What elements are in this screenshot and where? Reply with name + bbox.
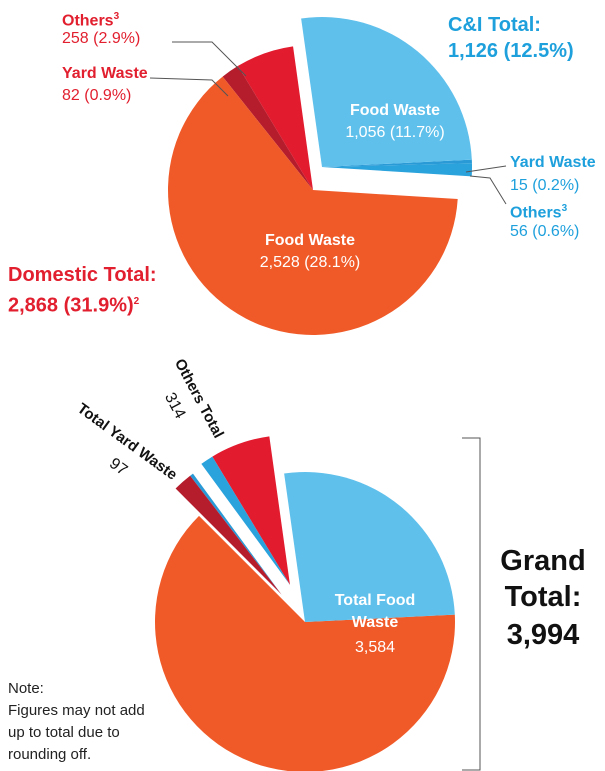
- label: 258 (2.9%): [62, 30, 141, 47]
- leader-line: [465, 165, 507, 173]
- label: Others3: [510, 203, 568, 222]
- pie-slice: [155, 515, 455, 771]
- pie-slice: [212, 436, 290, 585]
- pie-slice: [190, 473, 282, 595]
- grand-total: Grand Total:: [500, 545, 586, 613]
- pie-slice: [201, 456, 290, 585]
- label: 82 (0.9%): [62, 87, 132, 104]
- note-title: Note:: [8, 680, 44, 697]
- label: Total Food Waste: [334, 592, 416, 631]
- label: 3,584: [354, 639, 396, 656]
- grand-total-value: 3,994: [506, 619, 580, 651]
- leader-line: [172, 41, 247, 77]
- note-text: Figures may not add up to total due to r…: [8, 702, 145, 763]
- pie-slice: [322, 163, 473, 177]
- pie-slice: [168, 76, 458, 335]
- pie-slice: [284, 472, 455, 622]
- bracket: [462, 437, 481, 771]
- pie-slice: [322, 159, 472, 167]
- label: Food Waste: [349, 102, 441, 119]
- pie-slice: [237, 46, 313, 190]
- label: Yard Waste: [510, 154, 596, 171]
- pie-slice: [175, 475, 282, 595]
- label: Yard Waste: [62, 65, 148, 82]
- pie-slice: [222, 65, 313, 190]
- label: 56 (0.6%): [510, 223, 580, 240]
- group-total: 2,868 (31.9%)2: [8, 294, 140, 317]
- group-total: Domestic Total:: [8, 264, 157, 286]
- leader-line: [469, 175, 507, 205]
- label: Others3: [62, 11, 120, 30]
- group-total: C&I Total:: [448, 14, 541, 36]
- label: Food Waste: [264, 232, 356, 249]
- label: 15 (0.2%): [510, 177, 580, 194]
- label: 1,056 (11.7%): [345, 124, 445, 141]
- leader-line: [149, 77, 229, 97]
- label: 2,528 (28.1%): [259, 254, 361, 271]
- group-total: 1,126 (12.5%): [448, 40, 574, 62]
- pie-slice: [301, 16, 472, 167]
